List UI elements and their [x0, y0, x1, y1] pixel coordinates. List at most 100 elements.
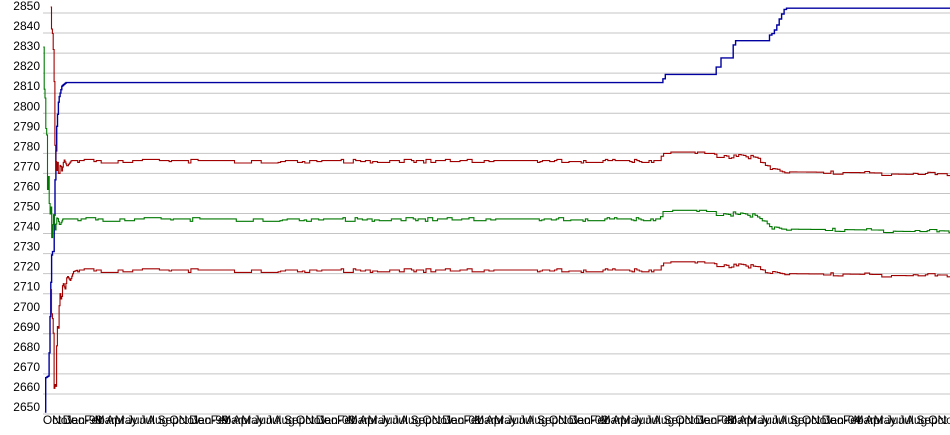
- x-tick-label-35: Sep: [410, 413, 432, 427]
- y-tick-label-2690: 2690: [13, 320, 40, 334]
- x-tick-label-46: Aug: [526, 413, 547, 427]
- x-tick-label-72: Oct: [802, 413, 821, 427]
- x-tick-label-3: Jan-98: [66, 413, 103, 427]
- x-tick-label-34: Aug: [400, 413, 421, 427]
- x-tick-label-70: Aug: [779, 413, 800, 427]
- upper-red-line: [50, 6, 950, 177]
- x-tick-label-80: Jun: [886, 413, 905, 427]
- x-tick-label-76: Feb: [843, 413, 864, 427]
- x-tick-label-32: Jun: [380, 413, 399, 427]
- x-tick-label-85: Nov: [937, 413, 950, 427]
- x-tick-label-73: Nov: [811, 413, 832, 427]
- y-tick-label-2840: 2840: [13, 19, 40, 33]
- y-tick-label-2790: 2790: [13, 119, 40, 133]
- x-tick-label-15: Jan-99: [192, 413, 229, 427]
- y-tick-label-2800: 2800: [13, 99, 40, 113]
- x-tick-label-74: Dec: [822, 413, 843, 427]
- x-tick-label-53: Mar: [601, 413, 622, 427]
- y-tick-label-2810: 2810: [13, 79, 40, 93]
- x-tick-label-8: Jun: [127, 413, 146, 427]
- x-tick-label-24: Oct: [296, 413, 315, 427]
- x-tick-label-17: Mar: [221, 413, 242, 427]
- x-tick-label-49: Nov: [558, 413, 579, 427]
- x-tick-label-9: Jul: [139, 413, 154, 427]
- x-tick-label-44: Jun: [506, 413, 525, 427]
- y-tick-label-2730: 2730: [13, 240, 40, 254]
- x-tick-label-75: Jan-04: [824, 413, 861, 427]
- x-tick-label-38: Dec: [442, 413, 463, 427]
- green-line: [43, 46, 950, 239]
- x-tick-label-57: Jul: [645, 413, 660, 427]
- x-tick-label-41: Mar: [474, 413, 495, 427]
- x-tick-label-28: Feb: [337, 413, 358, 427]
- y-tick-label-2720: 2720: [13, 260, 40, 274]
- x-tick-label-25: Nov: [305, 413, 326, 427]
- y-tick-label-2780: 2780: [13, 139, 40, 153]
- x-tick-label-68: Jun: [759, 413, 778, 427]
- x-tick-label-33: Jul: [392, 413, 407, 427]
- x-tick-label-78: Apr: [865, 413, 884, 427]
- x-tick-label-36: Oct: [422, 413, 441, 427]
- x-tick-label-43: May: [494, 413, 517, 427]
- x-tick-label-0: Oct: [43, 413, 62, 427]
- x-tick-label-12: Oct: [169, 413, 188, 427]
- x-tick-label-54: Apr: [612, 413, 631, 427]
- x-tick-label-45: Jul: [519, 413, 534, 427]
- x-tick-label-51: Jan-02: [571, 413, 608, 427]
- x-tick-label-67: May: [747, 413, 770, 427]
- x-tick-label-83: Sep: [916, 413, 938, 427]
- x-tick-label-47: Sep: [537, 413, 559, 427]
- y-tick-label-2830: 2830: [13, 39, 40, 53]
- x-tick-label-65: Mar: [727, 413, 748, 427]
- x-tick-label-21: Jul: [266, 413, 281, 427]
- x-tick-label-79: May: [874, 413, 897, 427]
- x-tick-label-10: Aug: [147, 413, 168, 427]
- x-tick-label-2: Dec: [63, 413, 84, 427]
- y-tick-label-2760: 2760: [13, 179, 40, 193]
- x-tick-label-30: Apr: [359, 413, 378, 427]
- y-tick-label-2770: 2770: [13, 159, 40, 173]
- x-tick-label-42: Apr: [486, 413, 505, 427]
- y-tick-label-2710: 2710: [13, 280, 40, 294]
- x-tick-label-81: Jul: [898, 413, 913, 427]
- x-tick-label-40: Feb: [464, 413, 485, 427]
- x-tick-label-50: Dec: [569, 413, 590, 427]
- x-tick-label-27: Jan-00: [318, 413, 355, 427]
- x-tick-label-64: Feb: [716, 413, 737, 427]
- y-tick-label-2700: 2700: [13, 300, 40, 314]
- x-tick-label-31: May: [368, 413, 391, 427]
- y-tick-label-2660: 2660: [13, 380, 40, 394]
- x-tick-label-11: Sep: [158, 413, 180, 427]
- x-tick-label-39: Jan-01: [445, 413, 482, 427]
- data-series-lines: [43, 6, 950, 413]
- x-tick-label-26: Dec: [316, 413, 337, 427]
- y-tick-label-2680: 2680: [13, 340, 40, 354]
- y-tick-label-2650: 2650: [13, 400, 40, 414]
- y-gridlines: [43, 12, 950, 415]
- y-tick-label-2670: 2670: [13, 360, 40, 374]
- x-tick-label-20: Jun: [253, 413, 272, 427]
- x-tick-label-14: Dec: [189, 413, 210, 427]
- x-tick-label-6: Apr: [106, 413, 125, 427]
- x-tick-label-71: Sep: [790, 413, 812, 427]
- x-tick-label-63: Jan-03: [698, 413, 735, 427]
- x-tick-label-59: Sep: [663, 413, 685, 427]
- x-tick-label-60: Oct: [675, 413, 694, 427]
- x-tick-label-23: Sep: [284, 413, 306, 427]
- y-tick-label-2740: 2740: [13, 220, 40, 234]
- y-axis-tick-labels: 2850 2840 2830 2820 2810 2800 2790 2780 2770 2760…: [13, 0, 40, 414]
- x-tick-label-56: Jun: [633, 413, 652, 427]
- x-tick-label-29: Mar: [348, 413, 369, 427]
- y-tick-label-2850: 2850: [13, 0, 40, 13]
- x-tick-label-61: Nov: [685, 413, 706, 427]
- x-tick-label-84: Oct: [928, 413, 947, 427]
- x-tick-label-77: Mar: [854, 413, 875, 427]
- x-tick-label-48: Oct: [549, 413, 568, 427]
- x-tick-label-82: Aug: [906, 413, 927, 427]
- blue-step-line: [44, 7, 950, 413]
- x-tick-label-62: Dec: [695, 413, 716, 427]
- y-tick-label-2750: 2750: [13, 200, 40, 214]
